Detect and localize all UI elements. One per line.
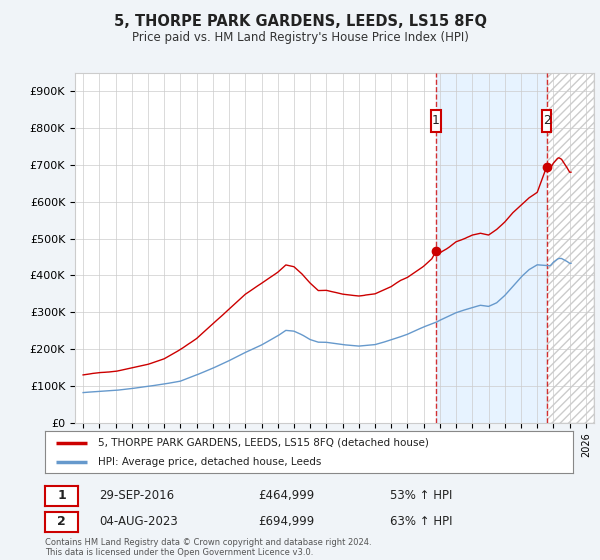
Bar [436,73,547,423]
Text: 04-AUG-2023: 04-AUG-2023 [99,515,178,529]
Text: 53% ↑ HPI: 53% ↑ HPI [390,489,452,502]
Text: Contains HM Land Registry data © Crown copyright and database right 2024.
This d: Contains HM Land Registry data © Crown c… [45,538,371,557]
Text: 2: 2 [57,515,66,529]
Text: 63% ↑ HPI: 63% ↑ HPI [390,515,452,529]
Bar [547,73,594,423]
Text: 1: 1 [432,114,440,127]
FancyBboxPatch shape [542,110,551,132]
Text: 5, THORPE PARK GARDENS, LEEDS, LS15 8FQ: 5, THORPE PARK GARDENS, LEEDS, LS15 8FQ [113,14,487,29]
Text: £464,999: £464,999 [258,489,314,502]
Text: Price paid vs. HM Land Registry's House Price Index (HPI): Price paid vs. HM Land Registry's House … [131,31,469,44]
Text: 2: 2 [543,114,551,127]
Text: 1: 1 [57,489,66,502]
Text: HPI: Average price, detached house, Leeds: HPI: Average price, detached house, Leed… [98,457,321,467]
Text: 29-SEP-2016: 29-SEP-2016 [99,489,174,502]
Text: £694,999: £694,999 [258,515,314,529]
Text: 5, THORPE PARK GARDENS, LEEDS, LS15 8FQ (detached house): 5, THORPE PARK GARDENS, LEEDS, LS15 8FQ … [98,437,428,447]
FancyBboxPatch shape [431,110,440,132]
